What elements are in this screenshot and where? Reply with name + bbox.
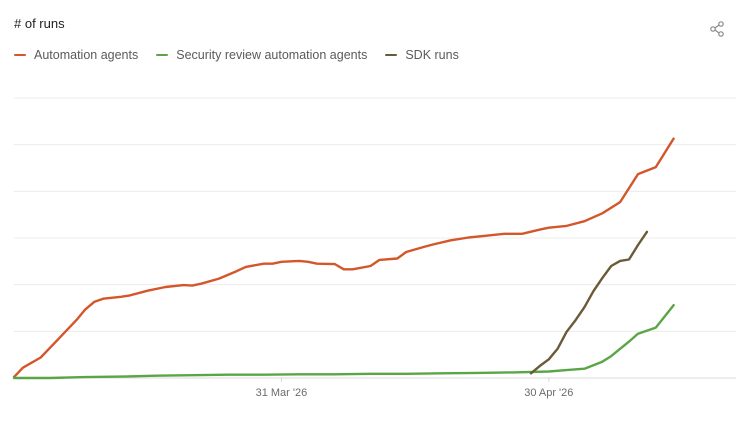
series-line-sdk-runs xyxy=(529,230,649,375)
chart-legend: Automation agents Security review automa… xyxy=(14,48,477,62)
legend-item-security-review-automation-agents[interactable]: Security review automation agents xyxy=(156,48,367,62)
legend-swatch-sdk-runs xyxy=(385,54,398,56)
chart-title: # of runs xyxy=(14,16,65,31)
legend-swatch-security-review-automation-agents xyxy=(156,54,169,56)
legend-item-sdk-runs[interactable]: SDK runs xyxy=(385,48,459,62)
legend-label-sdk-runs: SDK runs xyxy=(405,48,459,62)
x-tick-label: 31 Mar '26 xyxy=(256,387,308,399)
legend-swatch-automation-agents xyxy=(14,54,26,56)
legend-item-automation-agents[interactable]: Automation agents xyxy=(14,48,138,62)
share-icon[interactable] xyxy=(708,20,726,38)
series-line-automation-agents xyxy=(12,137,675,379)
x-tick-label: 30 Apr '26 xyxy=(524,387,573,399)
legend-label-security-review-automation-agents: Security review automation agents xyxy=(176,48,368,62)
legend-label-automation-agents: Automation agents xyxy=(34,48,139,62)
series-line-security-review-automation-agents xyxy=(12,304,675,380)
